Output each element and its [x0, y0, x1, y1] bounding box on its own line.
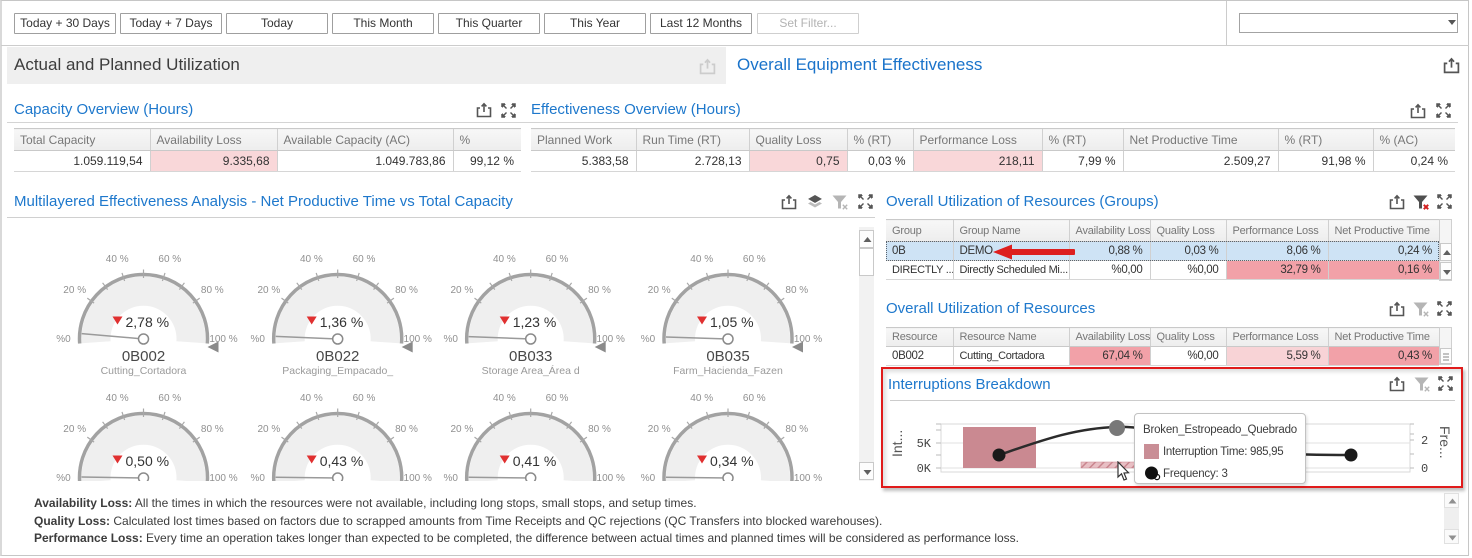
svg-text:20 %: 20 % [648, 285, 671, 296]
svg-text:20 %: 20 % [451, 424, 474, 435]
svg-text:Int...: Int... [889, 430, 905, 457]
svg-text:20 %: 20 % [258, 424, 281, 435]
svg-text:40 %: 40 % [493, 393, 516, 404]
svg-text:60 %: 60 % [546, 393, 569, 404]
svg-text:0B022: 0B022 [316, 348, 359, 365]
svg-text:0B033: 0B033 [509, 348, 552, 365]
svg-text:100 %: 100 % [404, 473, 432, 481]
svg-text:%0: %0 [250, 473, 265, 481]
svg-text:100 %: 100 % [209, 334, 237, 345]
svg-text:60 %: 60 % [353, 393, 376, 404]
svg-text:40 %: 40 % [690, 254, 713, 265]
svg-text:60 %: 60 % [546, 254, 569, 265]
svg-text:%0: %0 [250, 334, 265, 345]
svg-text:0B035: 0B035 [706, 348, 749, 365]
svg-text:40 %: 40 % [106, 393, 129, 404]
svg-text:40 %: 40 % [300, 393, 323, 404]
svg-text:%0: %0 [443, 334, 458, 345]
svg-text:80 %: 80 % [588, 424, 611, 435]
svg-text:20 %: 20 % [258, 285, 281, 296]
svg-text:60 %: 60 % [158, 393, 181, 404]
svg-text:Storage Area_Área d: Storage Area_Área d [482, 364, 580, 377]
svg-text:5K: 5K [917, 437, 932, 451]
svg-text:2,78 %: 2,78 % [126, 314, 170, 330]
svg-text:0,43 %: 0,43 % [320, 453, 364, 469]
svg-text:100 %: 100 % [404, 334, 432, 345]
svg-text:80 %: 80 % [395, 285, 418, 296]
svg-text:80 %: 80 % [785, 285, 808, 296]
svg-text:80 %: 80 % [395, 424, 418, 435]
svg-text:Packaging_Empacado_: Packaging_Empacado_ [282, 365, 393, 377]
svg-text:40 %: 40 % [690, 393, 713, 404]
svg-text:%0: %0 [641, 473, 656, 481]
svg-text:1,23 %: 1,23 % [513, 314, 557, 330]
svg-text:0,34 %: 0,34 % [710, 453, 754, 469]
svg-text:100 %: 100 % [597, 473, 625, 481]
svg-text:%0: %0 [56, 334, 71, 345]
svg-text:100 %: 100 % [597, 334, 625, 345]
svg-text:0: 0 [1421, 462, 1428, 476]
svg-text:20 %: 20 % [451, 285, 474, 296]
svg-text:0K: 0K [917, 462, 932, 476]
svg-text:20 %: 20 % [648, 424, 671, 435]
svg-text:0B002: 0B002 [122, 348, 165, 365]
svg-text:80 %: 80 % [785, 424, 808, 435]
svg-text:%0: %0 [641, 334, 656, 345]
svg-text:40 %: 40 % [106, 254, 129, 265]
svg-text:80 %: 80 % [201, 285, 224, 296]
svg-text:20 %: 20 % [63, 424, 86, 435]
svg-text:100 %: 100 % [794, 473, 822, 481]
svg-text:1,05 %: 1,05 % [710, 314, 754, 330]
svg-text:100 %: 100 % [209, 473, 237, 481]
svg-text:20 %: 20 % [63, 285, 86, 296]
svg-text:%0: %0 [443, 473, 458, 481]
svg-text:100 %: 100 % [794, 334, 822, 345]
svg-text:60 %: 60 % [353, 254, 376, 265]
svg-text:60 %: 60 % [743, 393, 766, 404]
svg-text:Fre...: Fre... [1437, 426, 1453, 459]
svg-text:40 %: 40 % [300, 254, 323, 265]
svg-text:%0: %0 [56, 473, 71, 481]
svg-text:0,50 %: 0,50 % [126, 453, 170, 469]
svg-text:0,41 %: 0,41 % [513, 453, 557, 469]
svg-text:1,36 %: 1,36 % [320, 314, 364, 330]
svg-text:60 %: 60 % [158, 254, 181, 265]
svg-text:2: 2 [1421, 434, 1428, 448]
svg-text:80 %: 80 % [588, 285, 611, 296]
svg-text:40 %: 40 % [493, 254, 516, 265]
svg-text:60 %: 60 % [743, 254, 766, 265]
svg-text:80 %: 80 % [201, 424, 224, 435]
svg-text:Cutting_Cortadora: Cutting_Cortadora [101, 365, 187, 377]
svg-text:Farm_Hacienda_Fazen: Farm_Hacienda_Fazen [673, 365, 783, 377]
